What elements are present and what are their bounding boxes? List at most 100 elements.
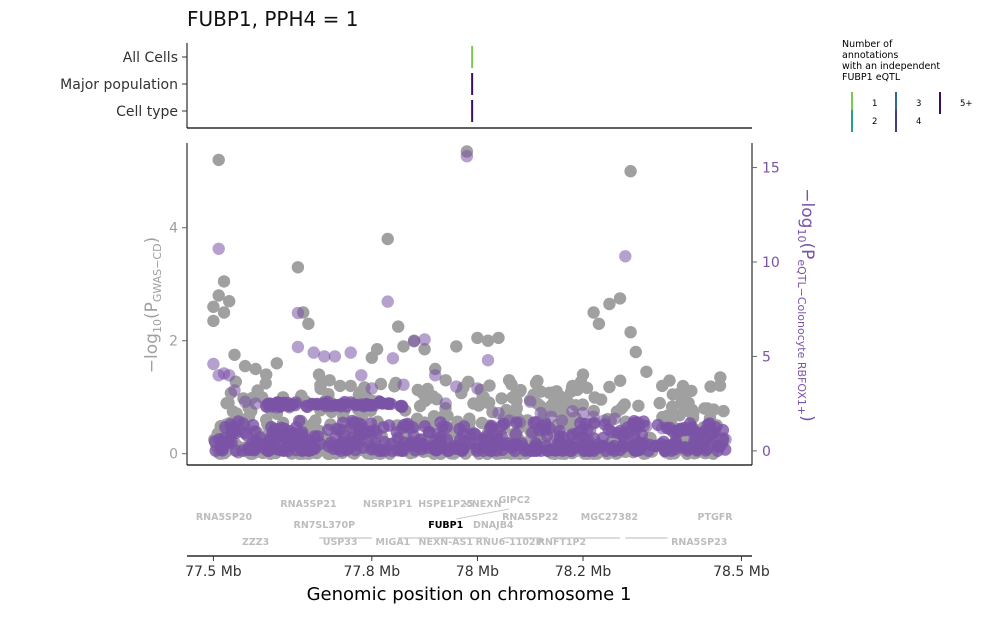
gene-label: RNA5SP20 xyxy=(196,512,253,523)
gwas-points xyxy=(207,145,730,460)
gene-label: USP33 xyxy=(323,537,358,548)
gene-label: <NEXN xyxy=(464,499,502,510)
eqtl-point xyxy=(338,429,351,443)
eqtl-point xyxy=(280,440,293,453)
legend-title-line: FUBP1 eQTL xyxy=(842,72,901,83)
eqtl-point xyxy=(656,422,669,435)
eqtl-point xyxy=(450,441,463,454)
gwas-point xyxy=(555,391,569,404)
x-tick-label: 78 Mb xyxy=(456,564,499,580)
gwas-point xyxy=(207,300,220,313)
eqtl-point xyxy=(439,397,452,410)
eqtl-point xyxy=(350,438,363,451)
eqtl-point xyxy=(308,441,321,454)
left-axis-label-var: (P xyxy=(142,302,162,319)
gene-label: GIPC2 xyxy=(498,495,530,506)
eqtl-point xyxy=(599,444,613,457)
eqtl-point xyxy=(328,350,342,363)
x-tick-label: 78.2 Mb xyxy=(555,564,612,580)
gwas-point xyxy=(618,398,631,411)
eqtl-point xyxy=(614,424,627,437)
left-axis-label-var-sub: GWAS−CD xyxy=(151,243,164,302)
gwas-point xyxy=(656,379,669,393)
eqtl-point xyxy=(687,427,701,440)
eqtl-point xyxy=(520,443,534,456)
gwas-point xyxy=(603,380,616,394)
gwas-point xyxy=(614,374,627,387)
gwas-point xyxy=(212,289,225,302)
eqtl-point xyxy=(291,340,305,354)
gwas-point xyxy=(238,359,252,373)
eqtl-point xyxy=(481,354,495,367)
eqtl-point xyxy=(491,434,504,447)
eqtl-point xyxy=(378,435,391,449)
gwas-point xyxy=(653,396,666,410)
gene-label: NSRP1P1 xyxy=(363,499,412,510)
left-axis-label: −log10(PGWAS−CD) xyxy=(142,237,164,373)
right-y-tick-label: 10 xyxy=(762,255,780,271)
gwas-point xyxy=(217,275,231,288)
gwas-point xyxy=(546,386,559,399)
gwas-point xyxy=(291,261,305,274)
eqtl-point xyxy=(238,426,251,439)
gwas-point xyxy=(481,334,495,347)
gwas-point xyxy=(592,317,606,330)
gwas-point xyxy=(413,399,427,413)
eqtl-point xyxy=(423,426,436,439)
gwas-point xyxy=(312,368,326,381)
gwas-point xyxy=(397,340,410,353)
eqtl-point xyxy=(711,444,724,457)
eqtl-point xyxy=(597,414,611,427)
eqtl-point xyxy=(524,395,537,408)
gene-label: RNA5SP21 xyxy=(280,499,336,510)
eqtl-point xyxy=(566,405,579,418)
gene-label: FUBP1 xyxy=(428,520,463,531)
eqtl-point xyxy=(418,333,431,346)
gwas-point xyxy=(344,379,357,393)
gwas-point xyxy=(392,320,405,333)
x-tick-label: 78.5 Mb xyxy=(713,564,770,580)
gene-label: ZZZ3 xyxy=(242,537,269,548)
gwas-point xyxy=(228,348,241,361)
eqtl-point xyxy=(579,417,592,431)
eqtl-point xyxy=(502,414,516,427)
eqtl-point xyxy=(284,428,297,441)
gwas-point xyxy=(483,379,496,392)
eqtl-point xyxy=(534,406,547,420)
chart-title: FUBP1, PPH4 = 1 xyxy=(187,7,358,31)
eqtl-point xyxy=(649,439,662,453)
gwas-point xyxy=(207,314,220,328)
eqtl-point xyxy=(381,295,394,308)
eqtl-point xyxy=(471,382,484,395)
gwas-point xyxy=(212,153,225,167)
eqtl-point xyxy=(395,400,409,414)
eqtl-point xyxy=(555,414,569,427)
left-y-tick-label: 2 xyxy=(169,334,178,350)
gwas-point xyxy=(370,343,384,356)
eqtl-point xyxy=(719,433,732,446)
gwas-point xyxy=(576,368,590,381)
gene-label: RNU6-1102P xyxy=(476,537,543,548)
gwas-point xyxy=(698,402,711,415)
eqtl-point xyxy=(248,425,261,438)
eqtl-point xyxy=(361,436,375,450)
eqtl-point xyxy=(608,412,621,425)
track-row-label: Cell type xyxy=(116,104,178,120)
eqtl-point xyxy=(232,415,245,428)
eqtl-point xyxy=(228,384,241,397)
eqtl-point xyxy=(363,399,377,412)
gwas-point xyxy=(502,374,516,387)
gwas-point xyxy=(588,391,601,404)
eqtl-point xyxy=(436,420,449,433)
eqtl-points xyxy=(207,150,732,457)
gwas-point xyxy=(632,399,645,412)
right-axis-label-main: −log xyxy=(797,188,817,228)
gwas-point xyxy=(492,331,505,345)
eqtl-point xyxy=(266,426,279,439)
eqtl-point xyxy=(311,430,324,443)
eqtl-point xyxy=(530,442,543,455)
gene-label: MGC27382 xyxy=(581,512,638,523)
gwas-point xyxy=(513,385,526,398)
gene-connector xyxy=(456,508,510,520)
gene-label: PTGFR xyxy=(698,512,734,523)
